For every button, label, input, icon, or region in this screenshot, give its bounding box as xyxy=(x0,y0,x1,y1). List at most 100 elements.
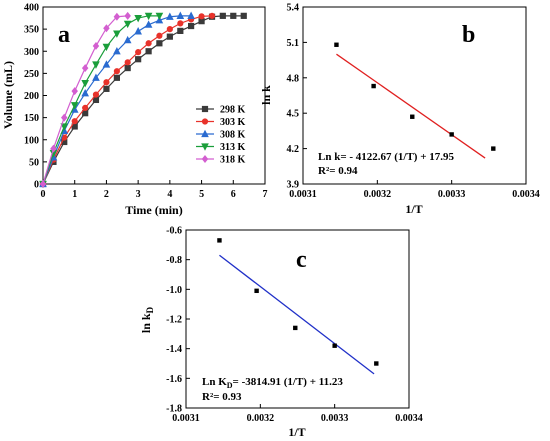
y-tick-label: 200 xyxy=(24,91,39,102)
data-point xyxy=(144,20,153,28)
y-tick-label: 50 xyxy=(29,157,39,168)
series-298-k xyxy=(39,12,247,188)
panel-a-label: a xyxy=(58,22,70,48)
data-point xyxy=(166,33,173,40)
data-point xyxy=(332,343,337,348)
panel-c-y-label-sub: D xyxy=(145,306,155,313)
legend-swatch-marker xyxy=(201,129,209,138)
y-tick-label: 4.8 xyxy=(287,73,300,84)
legend-swatch-marker xyxy=(201,155,209,163)
data-point xyxy=(92,91,100,98)
data-point xyxy=(134,27,142,35)
panel-b-fit xyxy=(336,53,486,159)
data-point xyxy=(81,64,89,73)
panel-b-y-axis-label: ln k xyxy=(259,85,273,105)
x-tick-label: 6 xyxy=(231,189,236,200)
data-point xyxy=(39,180,47,188)
legend-entry: 308 K xyxy=(196,130,246,141)
data-point xyxy=(113,46,121,55)
panel-b-frame xyxy=(302,6,527,185)
x-tick-label: 4 xyxy=(167,189,172,200)
y-tick-label: 4.5 xyxy=(287,109,300,120)
data-point xyxy=(449,132,454,137)
legend-entry: 298 K xyxy=(196,105,246,116)
data-point xyxy=(124,59,131,66)
data-point xyxy=(135,49,142,56)
x-tick-label: 0 xyxy=(41,189,46,200)
y-tick-label: 5.4 xyxy=(287,3,300,14)
x-tick-label: 2 xyxy=(104,189,109,200)
panel-c-equation: Ln KD= -3814.91 (1/T) + 11.23 xyxy=(202,376,343,390)
x-tick-label: 0.0033 xyxy=(321,413,349,424)
x-tick-label: 0.0032 xyxy=(247,413,275,424)
y-tick-label: 5.1 xyxy=(287,38,300,49)
x-tick-label: 0.0034 xyxy=(395,413,423,424)
panel-c-y-axis-label: ln kD xyxy=(139,306,155,333)
x-tick-label: 0.0032 xyxy=(364,189,392,200)
panel-a-series xyxy=(39,11,247,189)
panel-a-x-ticks: 0 1 2 3 4 5 6 7 xyxy=(41,180,268,200)
data-point xyxy=(371,83,376,89)
data-point xyxy=(177,27,184,34)
panel-c: 0.0031 0.0032 0.0033 0.0034 -0.6 -0.8 -1.0 -1.… xyxy=(139,226,423,440)
data-point xyxy=(334,42,339,47)
data-point xyxy=(254,288,259,294)
panel-b-x-axis-label: 1/T xyxy=(405,202,422,216)
data-point xyxy=(156,32,163,39)
x-tick-label: 3 xyxy=(136,189,141,200)
y-tick-label: -0.8 xyxy=(166,255,182,266)
y-tick-label: 350 xyxy=(24,25,39,36)
y-tick-label: -1.0 xyxy=(166,285,182,296)
panel-c-points xyxy=(217,238,379,366)
data-point xyxy=(61,113,68,122)
data-point xyxy=(187,11,195,19)
legend-label: 303 K xyxy=(220,117,246,128)
data-point xyxy=(81,88,90,97)
data-point xyxy=(166,26,173,33)
panel-a-y-axis-label: Volume (mL) xyxy=(1,61,15,129)
x-tick-label: 0.0031 xyxy=(289,189,317,200)
data-point xyxy=(123,35,132,44)
data-point xyxy=(113,12,121,21)
legend-label: 313 K xyxy=(220,142,246,153)
data-point xyxy=(103,24,110,33)
data-point xyxy=(156,40,163,47)
panel-b-label: b xyxy=(462,22,475,48)
panel-c-fit xyxy=(219,254,375,375)
data-point xyxy=(410,114,415,119)
legend-swatch-marker xyxy=(201,143,209,151)
panel-c-x-ticks: 0.0031 0.0032 0.0033 0.0034 xyxy=(172,404,423,424)
data-point xyxy=(113,30,121,38)
data-point xyxy=(81,80,90,88)
data-point xyxy=(82,104,89,111)
data-point xyxy=(176,11,185,19)
panel-b-equation: Ln k= - 4122.67 (1/T) + 17.95 xyxy=(318,151,454,163)
legend-label: 318 K xyxy=(220,155,246,166)
panel-c-equation-main: Ln K xyxy=(202,376,227,388)
legend-label: 298 K xyxy=(220,105,246,116)
series-318-k xyxy=(39,11,131,188)
x-tick-label: 0.0034 xyxy=(512,189,540,200)
panel-c-y-label-main: ln k xyxy=(139,313,153,333)
y-tick-label: -0.6 xyxy=(166,226,182,237)
legend-entry: 318 K xyxy=(196,155,246,166)
y-tick-label: -1.8 xyxy=(166,404,182,415)
legend-entry: 303 K xyxy=(196,117,246,128)
panel-a-y-ticks: 0 50 100 150 200 250 300 350 400 xyxy=(24,3,47,191)
data-point xyxy=(166,12,174,20)
data-point xyxy=(70,102,79,110)
x-tick-label: 5 xyxy=(199,189,204,200)
panel-c-equation-sub: D xyxy=(227,381,233,390)
data-point xyxy=(92,73,100,81)
data-point xyxy=(240,12,247,19)
panel-c-r2: R²= 0.93 xyxy=(202,391,242,403)
series-303-k xyxy=(39,12,216,188)
legend-swatch-marker xyxy=(201,105,209,113)
data-point xyxy=(208,12,216,19)
y-tick-label: -1.2 xyxy=(166,315,182,326)
data-point xyxy=(230,12,237,19)
y-tick-label: 250 xyxy=(24,69,39,80)
data-point xyxy=(71,87,78,96)
y-tick-label: 300 xyxy=(24,47,39,58)
